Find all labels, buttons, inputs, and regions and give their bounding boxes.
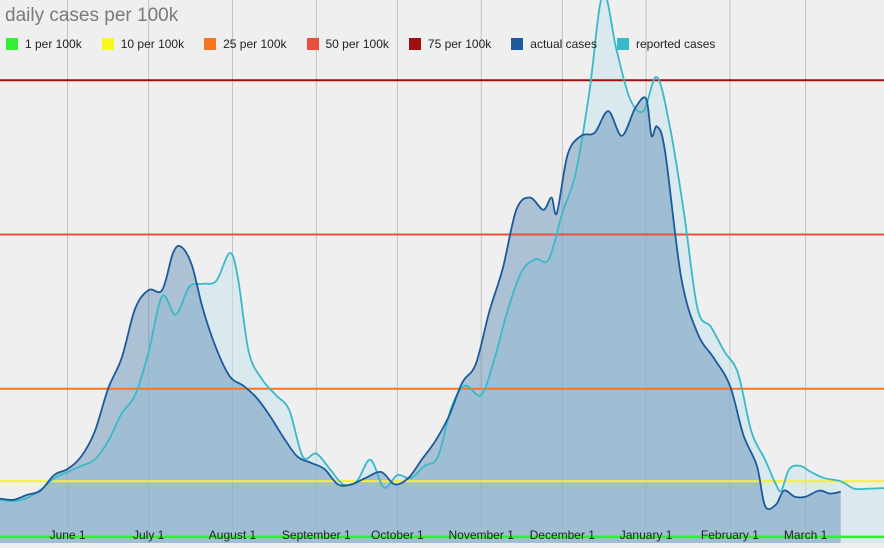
legend-swatch — [408, 38, 421, 50]
line-reported-cases — [0, 0, 884, 502]
legend-item-reported-cases: reported cases — [616, 37, 716, 51]
line-actual-cases — [0, 96, 841, 511]
x-tick-label-december-1: December 1 — [530, 528, 596, 542]
x-tick-label-september-1: September 1 — [282, 528, 351, 542]
legend-item-actual-cases: actual cases — [511, 37, 597, 51]
legend-swatch — [616, 38, 629, 50]
legend-swatch — [6, 38, 18, 50]
legend-item-10-per-100k: 10 per 100k — [101, 37, 185, 51]
x-tick-label-august-1: August 1 — [209, 528, 257, 542]
legend-label: 75 per 100k — [427, 37, 492, 51]
legend-swatch — [306, 38, 319, 50]
x-tick-label-june-1: June 1 — [50, 528, 86, 542]
legend-item-25-per-100k: 25 per 100k — [204, 37, 287, 51]
legend-label: 50 per 100k — [325, 37, 389, 51]
threshold-lines — [0, 79, 884, 539]
legend-item-75-per-100k: 75 per 100k — [408, 37, 492, 51]
legend-swatch — [511, 38, 524, 50]
legend-item-1-per-100k: 1 per 100k — [6, 37, 82, 51]
legend-label: actual cases — [530, 37, 597, 51]
x-tick-label-january-1: January 1 — [620, 528, 673, 542]
legend-swatch — [204, 38, 217, 50]
legend-label: 25 per 100k — [223, 37, 287, 51]
chart-title: daily cases per 100k — [5, 5, 179, 26]
series-lines — [0, 0, 884, 511]
x-axis-tick-labels: June 1 July 1 August 1 September 1 October 1… — [50, 528, 828, 542]
legend-item-50-per-100k: 50 per 100k — [306, 37, 389, 51]
area-actual-cases — [0, 97, 841, 544]
x-tick-label-october-1: October 1 — [371, 528, 424, 542]
x-tick-label-july-1: July 1 — [133, 528, 165, 542]
legend-swatch — [101, 38, 114, 50]
legend: 1 per 100k 10 per 100k 25 per 100k 50 per 1… — [6, 37, 735, 51]
x-tick-label-november-1: November 1 — [449, 528, 515, 542]
x-tick-label-february-1: February 1 — [701, 528, 759, 542]
legend-label: reported cases — [635, 37, 716, 51]
x-tick-label-march-1: March 1 — [784, 528, 828, 542]
legend-label: 1 per 100k — [25, 37, 82, 51]
vertical-gridlines — [67, 0, 807, 528]
legend-label: 10 per 100k — [120, 37, 185, 51]
